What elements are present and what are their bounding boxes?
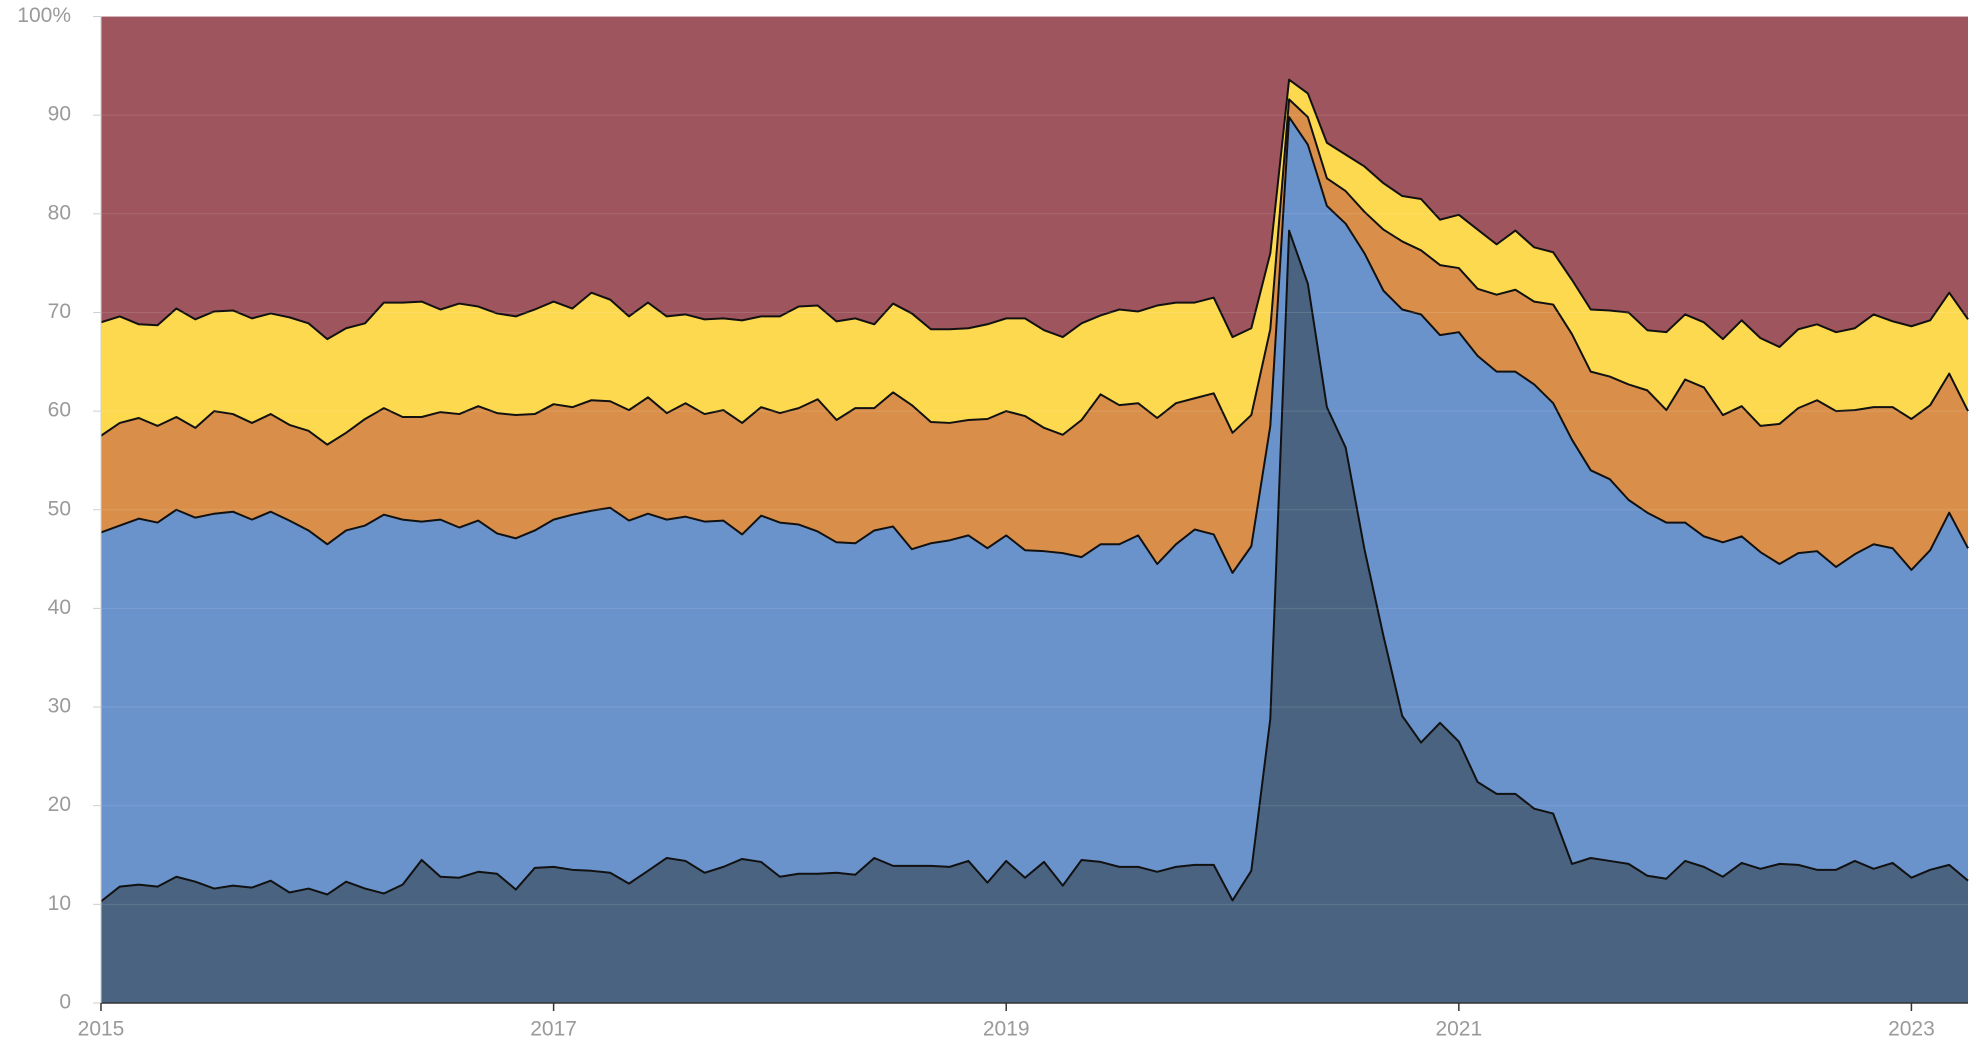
area xyxy=(101,99,1968,573)
area xyxy=(101,16,1968,347)
x-tick-label: 2023 xyxy=(1888,1018,1935,1041)
x-tick-label: 2015 xyxy=(78,1018,125,1041)
x-tick-label: 2021 xyxy=(1435,1018,1482,1041)
y-tick-label: 100% xyxy=(17,4,71,27)
area xyxy=(101,117,1968,902)
y-tick-label: 20 xyxy=(48,793,71,816)
area-edge xyxy=(100,78,1969,348)
y-tick-label: 60 xyxy=(48,399,71,422)
y-tick-label: 30 xyxy=(48,695,71,718)
area xyxy=(101,79,1968,445)
x-tick-label: 2019 xyxy=(983,1018,1030,1041)
y-tick-label: 70 xyxy=(48,300,71,323)
y-tick-label: 80 xyxy=(48,201,71,224)
area-edge xyxy=(100,229,1969,903)
area xyxy=(101,230,1968,1003)
y-tick-label: 90 xyxy=(48,103,71,126)
y-tick-label: 0 xyxy=(59,991,71,1014)
y-tick-label: 40 xyxy=(48,596,71,619)
area-edge xyxy=(100,116,1969,574)
y-tick-label: 10 xyxy=(48,892,71,915)
y-tick-label: 50 xyxy=(48,497,71,520)
area-edge xyxy=(100,98,1969,446)
x-tick-label: 2017 xyxy=(530,1018,577,1041)
